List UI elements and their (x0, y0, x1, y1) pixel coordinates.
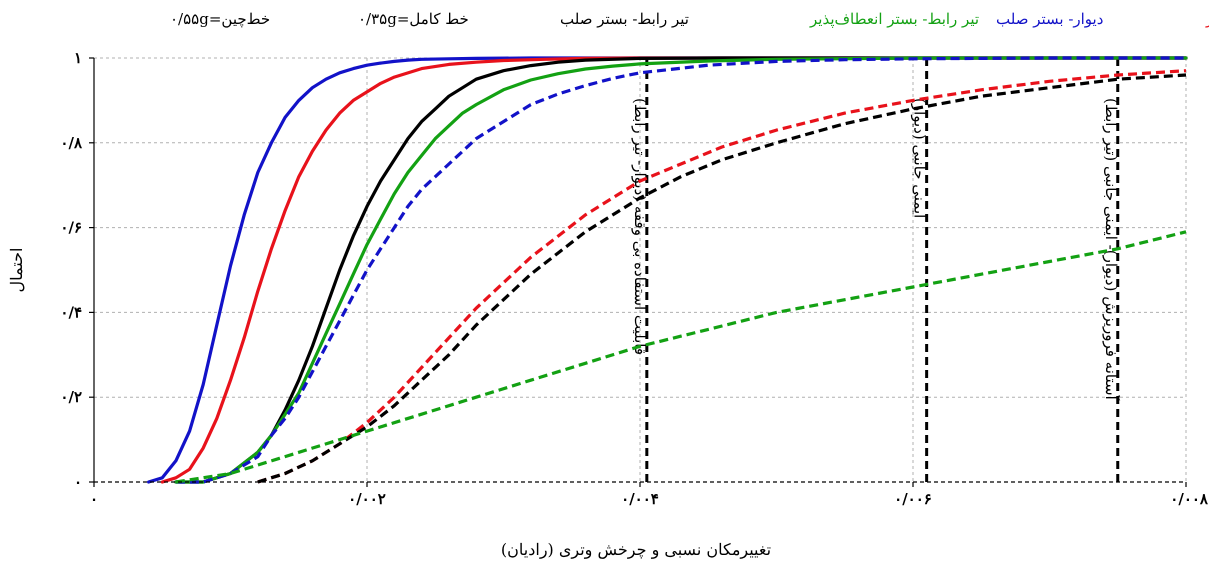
x-tick-label-4: ۰/۰۰۸ (1170, 490, 1209, 508)
series-line-1-solid (147, 56, 1188, 484)
y-tick-label-5: ۱ (74, 49, 82, 67)
legend-item-3: تیر رابط- بستر انعطاف‌پذیر (809, 10, 979, 28)
series-line-3-solid (174, 56, 1188, 484)
series-line-4-solid (174, 56, 1188, 484)
x-tick-label-1: ۰/۰۰۲ (348, 490, 386, 508)
threshold-lines: قابلیت استفاده بی وقفه (دیوار- تیر رابط)… (631, 58, 1120, 482)
y-tick-label-3: ۰/۶ (60, 219, 82, 237)
legend: دیوار- بستر انعطاف‌پذیر دیوار- بستر صلب تی… (170, 10, 1209, 28)
threshold-label-2: ایمنی جانبی (دیوار) (911, 98, 929, 218)
y-tick-label-0: ۰ (74, 473, 82, 491)
legend-item-6: خط‌چین=۰/۵۵g (170, 10, 270, 28)
series-line-5-dashed (175, 56, 1186, 484)
series-group (147, 56, 1188, 484)
y-tick-label-2: ۰/۴ (60, 303, 82, 321)
threshold-label-1: قابلیت استفاده بی وقفه (دیوار- تیر رابط) (631, 98, 649, 355)
legend-item-2: دیوار- بستر صلب (996, 10, 1103, 28)
x-tick-label-0: ۰ (90, 490, 98, 508)
y-tick-label-1: ۰/۲ (60, 388, 82, 406)
x-axis-title: تغییرمکان نسبی و چرخش وتری (رادیان) (501, 540, 771, 559)
series-line-6-dashed (257, 69, 1187, 484)
legend-item-4: تیر رابط- بستر صلب (560, 10, 689, 28)
x-tick-label-3: ۰/۰۰۶ (894, 490, 932, 508)
x-tick-label-2: ۰/۰۰۴ (621, 490, 659, 508)
series-line-2-solid (160, 56, 1188, 484)
threshold-label-3: آستانه فروریزش (دیوار)- ایمنی جانبی (تیر… (1102, 98, 1120, 401)
series-line-7-dashed (257, 73, 1187, 484)
tick-labels: ۰ ۰/۰۰۲ ۰/۰۰۴ ۰/۰۰۶ ۰/۰۰۸ ۰ ۰/۲ ۰/۴ ۰/۶ ۰/۸ ۱ (60, 49, 1209, 508)
series-line-8-dashed (175, 230, 1187, 484)
legend-item-5: خط کامل=۰/۳۵g (358, 10, 469, 28)
legend-item-1: دیوار- بستر انعطاف‌پذیر (1205, 10, 1209, 28)
y-axis-title: احتمال (7, 248, 26, 293)
y-tick-label-4: ۰/۸ (60, 134, 83, 152)
